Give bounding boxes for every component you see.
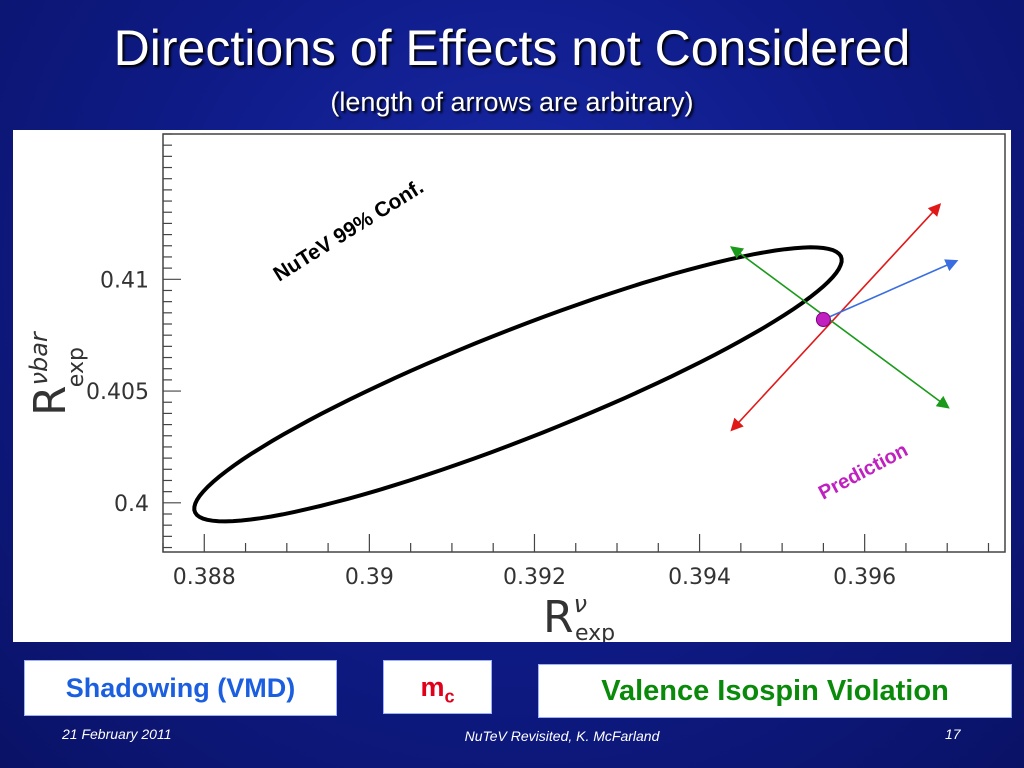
y-tick-label: 0.4 [114, 492, 149, 517]
y-axis-label: Rνbar exp [25, 330, 89, 416]
chart-svg: 0.388 0.39 0.392 0.394 0.396 0.4 0.405 0.41 Nu… [25, 133, 1006, 642]
x-axis-label-sub: exp [575, 621, 615, 642]
prediction-point [815, 312, 831, 328]
shadowing-box: Shadowing (VMD) [24, 660, 337, 716]
slide-title: Directions of Effects not Considered [113, 20, 911, 76]
green-arrow [730, 246, 950, 409]
ellipse-label: NuTeV 99% Conf. [269, 175, 427, 286]
x-axis-label-main: R [543, 592, 574, 642]
mc-main: m [420, 672, 445, 702]
arrows [730, 203, 959, 432]
mc-box: mc [383, 660, 492, 714]
y-axis-label-main: R [25, 385, 76, 416]
red-arrow [730, 203, 942, 432]
confidence-ellipse [192, 245, 844, 524]
y-tick-label: 0.41 [100, 268, 149, 293]
footer-center: NuTeV Revisited, K. McFarland [464, 728, 660, 744]
mc-sub: c [444, 686, 455, 707]
plot-panel: 0.388 0.39 0.392 0.394 0.396 0.4 0.405 0.41 Nu… [13, 130, 1011, 642]
y-axis-label-sup: νbar [25, 330, 53, 385]
plot-frame [162, 133, 1006, 553]
valence-box: Valence Isospin Violation [538, 664, 1012, 718]
x-tick-label: 0.388 [173, 565, 236, 590]
prediction-label: Prediction [815, 439, 912, 504]
y-tick-label: 0.405 [86, 380, 149, 405]
x-tick-label: 0.392 [503, 565, 566, 590]
x-tick-label: 0.394 [668, 565, 731, 590]
y-tick-labels: 0.4 0.405 0.41 [86, 268, 149, 517]
footer-page: 17 [945, 726, 961, 742]
x-tick-labels: 0.388 0.39 0.392 0.394 0.396 [173, 565, 896, 590]
blue-arrow [823, 259, 959, 321]
x-tick-label: 0.39 [345, 565, 394, 590]
slide-subtitle: (length of arrows are arbitrary) [330, 87, 694, 117]
x-tick-label: 0.396 [833, 565, 896, 590]
x-axis-label: Rν exp [543, 590, 615, 642]
axis-ticks [162, 133, 990, 552]
y-axis-label-sub: exp [64, 347, 89, 387]
footer-date: 21 February 2011 [62, 726, 172, 742]
x-axis-label-sup: ν [574, 590, 587, 618]
